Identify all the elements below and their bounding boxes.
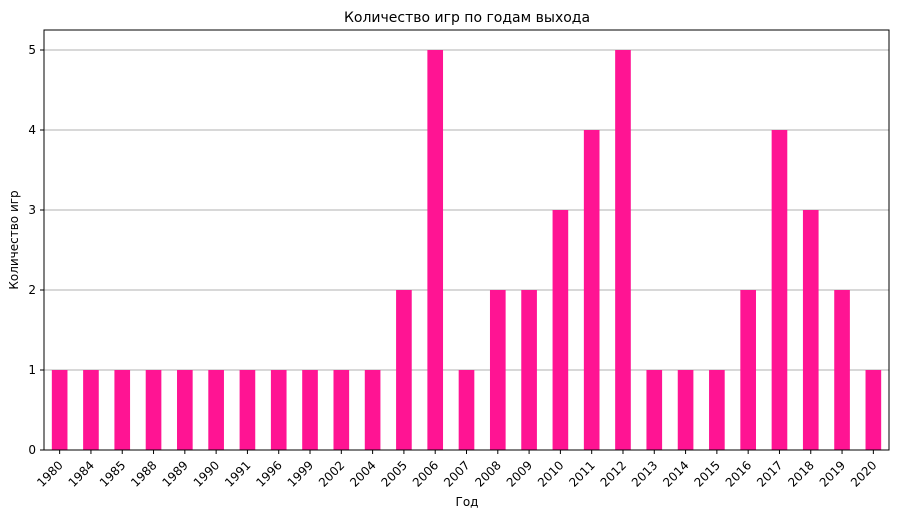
bar — [615, 50, 631, 450]
y-tick-label: 0 — [28, 443, 36, 457]
x-ticks: 1980 1984 1985 1988 1989 1990 1991 1996 1999 2002… — [34, 450, 879, 490]
bar — [145, 370, 162, 450]
x-tick-label: 2005 — [379, 458, 410, 489]
bar — [396, 290, 412, 450]
bar — [239, 370, 256, 450]
x-tick-label: 2018 — [785, 458, 816, 489]
x-tick-label: 1989 — [159, 458, 190, 489]
bar — [646, 370, 663, 450]
bar — [208, 370, 224, 450]
bar — [302, 370, 318, 450]
bar — [677, 370, 694, 450]
y-tick-label: 5 — [28, 43, 36, 57]
bar — [802, 210, 819, 450]
x-tick-label: 1999 — [285, 458, 316, 489]
y-tick-label: 2 — [28, 283, 36, 297]
bar — [270, 370, 287, 450]
x-tick-label: 1984 — [66, 458, 97, 489]
y-tick-label: 1 — [28, 363, 36, 377]
bar — [333, 370, 350, 450]
x-tick-label: 2019 — [817, 458, 848, 489]
x-tick-label: 2006 — [410, 458, 441, 489]
bar — [771, 130, 788, 450]
x-tick-label: 1985 — [97, 458, 128, 489]
bar — [521, 290, 537, 450]
chart-title: Количество игр по годам выхода — [344, 10, 590, 26]
bar — [740, 290, 756, 450]
bar — [709, 370, 725, 450]
bar — [427, 50, 444, 450]
bar — [834, 290, 850, 450]
x-axis-label: Год — [456, 495, 479, 509]
x-tick-label: 2011 — [566, 458, 597, 489]
x-tick-label: 1990 — [191, 458, 222, 489]
x-tick-label: 2008 — [472, 458, 503, 489]
x-tick-label: 2012 — [598, 458, 629, 489]
x-tick-label: 2014 — [660, 458, 691, 489]
x-tick-label: 1991 — [222, 458, 253, 489]
x-tick-label: 2002 — [316, 458, 347, 489]
bars-layer — [51, 50, 882, 450]
bar — [114, 370, 131, 450]
y-tick-label: 3 — [28, 203, 36, 217]
bar — [583, 130, 600, 450]
bar — [489, 290, 506, 450]
x-tick-label: 2009 — [504, 458, 535, 489]
x-tick-label: 2013 — [629, 458, 660, 489]
x-tick-label: 1988 — [128, 458, 159, 489]
x-tick-label: 2004 — [347, 458, 378, 489]
y-ticks: 0 1 2 3 4 5 — [28, 43, 44, 457]
bar — [51, 370, 68, 450]
y-axis-label: Количество игр — [7, 190, 21, 289]
bar — [177, 370, 193, 450]
x-tick-label: 2017 — [754, 458, 785, 489]
x-tick-label: 2015 — [691, 458, 722, 489]
x-tick-label: 2010 — [535, 458, 566, 489]
x-tick-label: 1996 — [253, 458, 284, 489]
bar — [83, 370, 99, 450]
x-tick-label: 1980 — [34, 458, 65, 489]
y-tick-label: 4 — [28, 123, 36, 137]
bar — [364, 370, 381, 450]
bar — [552, 210, 569, 450]
x-tick-label: 2020 — [848, 458, 879, 489]
x-tick-label: 2016 — [723, 458, 754, 489]
x-tick-label: 2007 — [441, 458, 472, 489]
bar — [458, 370, 475, 450]
bar — [865, 370, 882, 450]
